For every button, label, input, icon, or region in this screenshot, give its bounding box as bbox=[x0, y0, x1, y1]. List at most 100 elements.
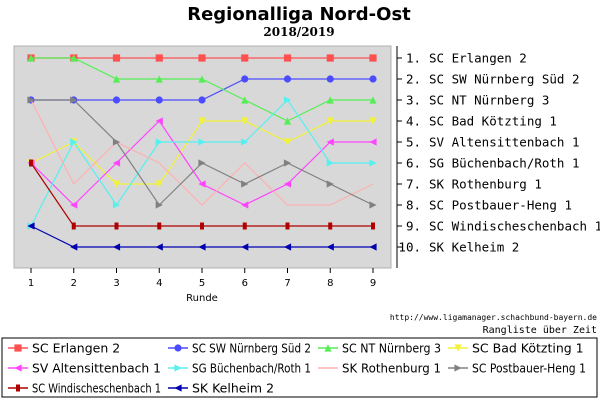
data-point bbox=[200, 222, 204, 230]
data-point bbox=[241, 54, 249, 62]
data-point bbox=[155, 243, 163, 251]
series-layer bbox=[27, 54, 377, 251]
data-point bbox=[369, 159, 377, 167]
legend-label: SK Kelheim 2 bbox=[192, 381, 274, 396]
legend-label: SC Postbauer-Heng 1 bbox=[472, 361, 586, 376]
data-point bbox=[112, 201, 121, 209]
standings-team: SK Rothenburg 1 bbox=[429, 177, 542, 192]
legend-label: SK Rothenburg 1 bbox=[342, 361, 441, 376]
legend-label: SC Erlangen 2 bbox=[32, 341, 120, 356]
data-point bbox=[70, 54, 78, 62]
legend-item: SC SW Nürnberg Süd 2 bbox=[168, 341, 311, 356]
legend-label: SG Büchenbach/Roth 1 bbox=[192, 361, 311, 376]
legend-marker bbox=[324, 344, 332, 352]
data-point bbox=[112, 54, 121, 62]
data-point bbox=[369, 54, 377, 62]
legend-item: SG Büchenbach/Roth 1 bbox=[168, 361, 311, 376]
legend-label: SC NT Nürnberg 3 bbox=[342, 341, 441, 356]
x-tick-label: 6 bbox=[242, 278, 248, 289]
series-10 bbox=[27, 222, 377, 251]
legend-item: SK Kelheim 2 bbox=[168, 381, 274, 396]
x-tick-label: 2 bbox=[71, 278, 77, 289]
data-point bbox=[71, 222, 76, 230]
series-6 bbox=[27, 96, 377, 230]
data-point bbox=[198, 138, 206, 146]
data-point bbox=[369, 243, 377, 251]
data-point bbox=[242, 222, 247, 230]
x-axis-label: Runde bbox=[186, 293, 218, 304]
data-point bbox=[155, 138, 163, 146]
x-tick-label: 9 bbox=[370, 278, 376, 289]
legend-marker bbox=[174, 384, 182, 392]
data-point bbox=[326, 75, 334, 83]
data-point bbox=[369, 96, 377, 104]
data-point bbox=[112, 243, 121, 251]
data-point bbox=[283, 138, 292, 146]
data-point bbox=[198, 159, 206, 167]
data-point bbox=[198, 54, 206, 62]
data-point bbox=[328, 222, 333, 230]
legend-label: SC Windischeschenbach 1 bbox=[32, 381, 161, 396]
x-tick-label: 4 bbox=[156, 278, 162, 289]
chart-subtitle: 2018/2019 bbox=[263, 25, 334, 39]
standings-rank: 10. bbox=[398, 240, 421, 255]
legend-item: SC Postbauer-Heng 1 bbox=[448, 361, 586, 376]
standings-rank: 4. bbox=[406, 114, 421, 129]
legend-marker bbox=[174, 364, 182, 372]
data-point bbox=[112, 96, 121, 104]
legend-item: SC Bad Kötzting 1 bbox=[448, 341, 584, 356]
legend-items: SC Erlangen 2 SC SW Nürnberg Süd 2 SC NT N… bbox=[8, 341, 586, 396]
legend-label: SC SW Nürnberg Süd 2 bbox=[192, 341, 311, 356]
data-point bbox=[283, 243, 292, 251]
data-point bbox=[241, 96, 249, 104]
standings-rank: 5. bbox=[406, 135, 421, 150]
legend-item: SC Windischeschenbach 1 bbox=[8, 381, 161, 396]
legend bbox=[1, 337, 598, 398]
series-8 bbox=[27, 96, 377, 209]
data-point bbox=[155, 117, 163, 125]
data-point bbox=[70, 243, 78, 251]
data-point bbox=[198, 180, 206, 188]
legend-marker bbox=[174, 344, 182, 352]
data-point bbox=[27, 96, 35, 104]
legend-marker bbox=[14, 344, 22, 352]
data-point bbox=[241, 243, 249, 251]
standings-team: SC Bad Kötzting 1 bbox=[429, 114, 557, 129]
data-point bbox=[198, 243, 206, 251]
data-point bbox=[155, 96, 163, 104]
data-point bbox=[283, 96, 292, 104]
legend-item: SV Altensittenbach 1 bbox=[8, 361, 161, 376]
x-axis: 1 2 3 4 5 6 7 8 9 bbox=[28, 268, 376, 289]
standings-team: SC Postbauer-Heng 1 bbox=[429, 198, 572, 213]
data-point bbox=[112, 138, 121, 146]
data-point bbox=[283, 75, 292, 83]
standings-rank: 1. bbox=[406, 51, 421, 66]
data-point bbox=[241, 138, 249, 146]
series-3 bbox=[27, 54, 377, 125]
standings-rank: 8. bbox=[406, 198, 421, 213]
standings-team: SC SW Nürnberg Süd 2 bbox=[429, 72, 580, 87]
data-point bbox=[155, 75, 163, 83]
data-point bbox=[155, 180, 163, 188]
data-point bbox=[70, 201, 78, 209]
series-9 bbox=[29, 159, 375, 230]
data-point bbox=[326, 138, 334, 146]
data-point bbox=[155, 201, 163, 209]
standings-team: SC Windischeschenbach 1 bbox=[429, 219, 600, 234]
data-point bbox=[241, 75, 249, 83]
x-tick-label: 1 bbox=[28, 278, 34, 289]
standings-team: SK Kelheim 2 bbox=[429, 240, 519, 255]
data-point bbox=[27, 54, 35, 62]
data-point bbox=[114, 222, 119, 230]
data-point bbox=[326, 180, 334, 188]
series-7 bbox=[30, 99, 374, 206]
data-point bbox=[198, 75, 206, 83]
x-tick-label: 7 bbox=[284, 278, 290, 289]
legend-marker bbox=[16, 384, 20, 392]
data-point bbox=[283, 159, 292, 167]
data-point bbox=[241, 117, 249, 125]
data-point bbox=[326, 159, 334, 167]
chart-title: Regionalliga Nord-Ost bbox=[187, 4, 411, 25]
standings-team: SC Erlangen 2 bbox=[429, 51, 527, 66]
